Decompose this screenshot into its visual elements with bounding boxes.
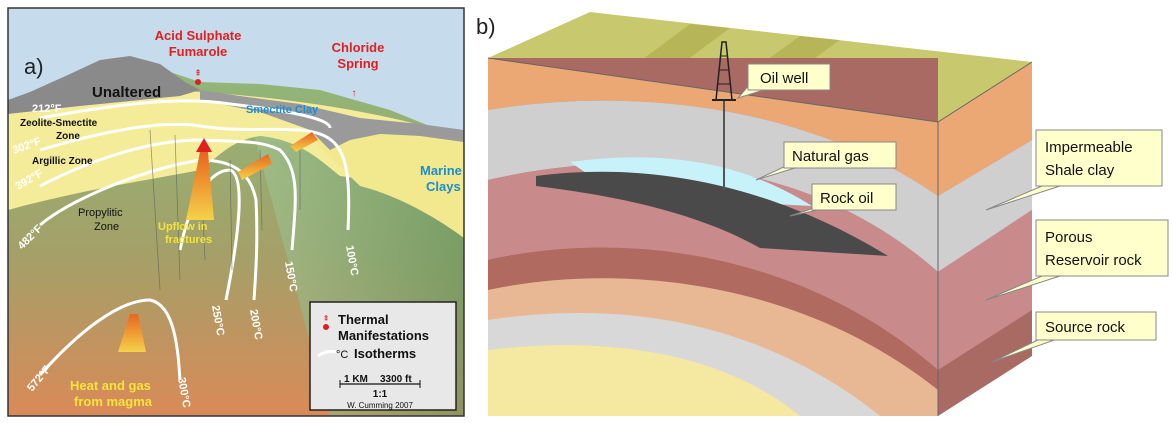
legend-manifestation-icon bbox=[323, 324, 329, 330]
isotherm-label-100: 100°C bbox=[343, 244, 360, 276]
callout-oil-well: Oil well bbox=[736, 63, 831, 99]
isotherm-100 bbox=[39, 99, 332, 129]
fumarole-label: Fumarole bbox=[169, 44, 228, 59]
panel-a-mountain bbox=[8, 56, 200, 114]
panel-a-border bbox=[7, 7, 465, 417]
legend-box bbox=[309, 301, 457, 411]
layer-orange bbox=[488, 58, 938, 196]
svg-text:⇞: ⇞ bbox=[323, 314, 330, 323]
isotherm-label-212: 212°F bbox=[32, 103, 62, 115]
legend-manifestations: Manifestations bbox=[338, 328, 429, 343]
isotherm-label-250: 250°C bbox=[209, 304, 226, 336]
legend-thermal: Thermal bbox=[338, 312, 389, 327]
svg-text:Porous: Porous bbox=[1045, 229, 1093, 246]
panel-b-label: b) bbox=[476, 14, 496, 39]
callout-natural-gas: Natural gas bbox=[755, 141, 897, 181]
legend-isotherm-icon bbox=[317, 350, 337, 358]
zeolite-zone-label: Zone bbox=[56, 131, 80, 142]
scale-km: 1 KM bbox=[344, 374, 368, 385]
isotherm-150 bbox=[39, 122, 351, 231]
svg-text:↑: ↑ bbox=[352, 88, 357, 99]
panel-b-callouts: Oil well Natural gas Rock oil Impermeabl… bbox=[736, 63, 1169, 363]
isotherm-label-300: 300°C bbox=[175, 376, 192, 408]
fumarole-marker bbox=[195, 79, 201, 85]
upflow-arrow-3 bbox=[290, 132, 318, 152]
callout-impermeable: Impermeable Shale clay bbox=[985, 129, 1163, 211]
panel-a: ⇞ ↑ a) Acid Sulphate Fumarole Chloride S… bbox=[7, 7, 465, 417]
block-front-face bbox=[488, 58, 938, 416]
svg-text:Shale clay: Shale clay bbox=[1045, 162, 1115, 179]
credit: W. Cumming 2007 bbox=[347, 401, 413, 410]
legend-unit: °C bbox=[336, 349, 348, 361]
upflow-arrow-main bbox=[186, 152, 214, 220]
propylitic-label: Propylitic bbox=[78, 207, 123, 219]
panel-a-upflow-arrows bbox=[118, 132, 318, 352]
spring-label: Spring bbox=[337, 56, 378, 71]
oil-well-derrick bbox=[712, 41, 736, 190]
smectite-clay-label: Smectite Clay bbox=[246, 104, 319, 116]
isotherm-label-150: 150°C bbox=[282, 260, 299, 292]
panel-a-legend: ⇞ Thermal Manifestations °C Isotherms 1 … bbox=[309, 301, 457, 411]
panel-b: b) bbox=[476, 12, 1169, 416]
acid-sulphate-label: Acid Sulphate bbox=[155, 28, 242, 43]
panel-a-gray-shelf bbox=[200, 90, 464, 150]
isotherm-250 bbox=[39, 158, 259, 301]
heat-arrow bbox=[118, 314, 146, 352]
scale-ft: 3300 ft bbox=[380, 374, 412, 385]
callout-source-rock: Source rock bbox=[991, 311, 1157, 363]
scale-ratio: 1:1 bbox=[373, 389, 388, 400]
chloride-label: Chloride bbox=[332, 40, 385, 55]
fractures-label: fractures bbox=[165, 234, 212, 246]
upflow-label: Upflow in bbox=[158, 221, 208, 233]
layer-reservoir bbox=[488, 163, 938, 370]
callout-rock-oil: Rock oil bbox=[789, 183, 897, 217]
isotherm-label-200: 200°C bbox=[247, 308, 264, 340]
unaltered-label: Unaltered bbox=[92, 84, 161, 101]
svg-text:Natural gas: Natural gas bbox=[792, 148, 869, 165]
marine-label: Marine bbox=[420, 163, 462, 178]
svg-text:Rock oil: Rock oil bbox=[820, 190, 873, 207]
heat-gas-label: Heat and gas bbox=[70, 378, 151, 393]
thermal-manifestation-markers: ⇞ ↑ bbox=[194, 68, 356, 99]
rock-oil-layer bbox=[536, 171, 888, 256]
layer-source bbox=[488, 247, 938, 390]
zeolite-label: Zeolite-Smectite bbox=[20, 118, 98, 129]
panel-a-label: a) bbox=[24, 54, 44, 79]
callout-porous: Porous Reservoir rock bbox=[985, 219, 1169, 301]
upflow-arrow-2 bbox=[238, 154, 272, 180]
legend-isotherms: Isotherms bbox=[354, 346, 416, 361]
svg-text:⇞: ⇞ bbox=[194, 68, 202, 78]
propylitic-zone-label: Zone bbox=[94, 221, 119, 233]
svg-text:Reservoir rock: Reservoir rock bbox=[1045, 252, 1142, 269]
clays-label: Clays bbox=[426, 179, 461, 194]
svg-text:Oil well: Oil well bbox=[760, 70, 808, 87]
argillic-label: Argillic Zone bbox=[32, 156, 93, 167]
isotherm-572 bbox=[38, 298, 182, 381]
svg-text:Impermeable: Impermeable bbox=[1045, 139, 1133, 156]
magma-label: from magma bbox=[74, 394, 153, 409]
isotherm-200 bbox=[39, 138, 297, 251]
svg-text:Source rock: Source rock bbox=[1045, 319, 1126, 336]
